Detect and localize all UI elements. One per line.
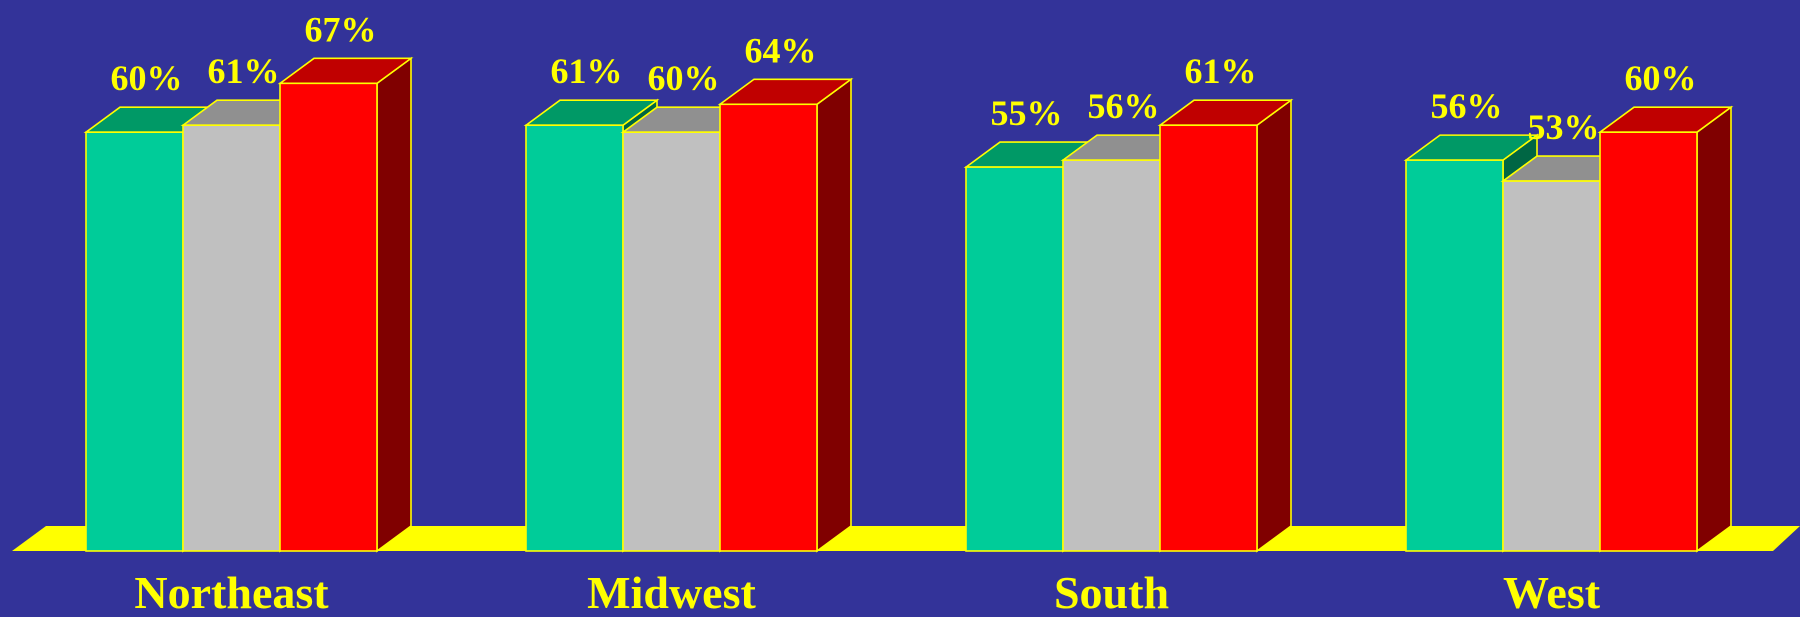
bar-side-face (376, 56, 412, 553)
bar-side-face (1256, 98, 1292, 553)
bar-front-face (525, 124, 624, 552)
data-label-northeast-series-2: 61% (208, 51, 280, 91)
bar-west-series-3 (1597, 105, 1734, 553)
category-label-west: West (1503, 567, 1601, 617)
bar-front-face (622, 131, 721, 552)
data-label-northeast-series-3: 67% (305, 9, 377, 49)
category-label-midwest: Midwest (587, 567, 756, 617)
data-label-south-series-2: 56% (1088, 86, 1160, 126)
bar-front-face (85, 131, 184, 552)
bar-front-face (719, 103, 818, 552)
category-label-south: South (1054, 567, 1169, 617)
bar-south-series-3 (1157, 98, 1294, 553)
category-label-northeast: Northeast (134, 567, 329, 617)
bar-side-face (1696, 105, 1732, 553)
bar-front-face (279, 82, 378, 552)
bar-front-face (1599, 131, 1698, 552)
data-label-midwest-series-3: 64% (745, 30, 817, 70)
bar-front-face (182, 124, 281, 552)
category-labels-layer: Northeast Midwest South West (134, 567, 1600, 617)
bar-midwest-series-3 (717, 77, 854, 553)
bar-front-face (1502, 180, 1601, 552)
data-label-midwest-series-1: 61% (551, 51, 623, 91)
bar-front-face (1062, 159, 1161, 552)
data-label-south-series-3: 61% (1185, 51, 1257, 91)
chart-floor (12, 526, 1800, 551)
bar-side-face (816, 77, 852, 553)
data-label-midwest-series-2: 60% (648, 58, 720, 98)
bar-front-face (1159, 124, 1258, 552)
data-label-northeast-series-1: 60% (111, 58, 183, 98)
data-label-west-series-3: 60% (1625, 58, 1697, 98)
data-label-west-series-2: 53% (1528, 107, 1600, 147)
bar-northeast-series-3 (277, 56, 414, 553)
bars-layer (83, 56, 1734, 553)
bar-front-face (1405, 159, 1504, 552)
value-labels-layer: 60% 61% 67% 61% 60% 64% 55% 56% 61% 56% 53% 60% (111, 9, 1697, 147)
data-label-west-series-1: 56% (1431, 86, 1503, 126)
data-label-south-series-1: 55% (991, 93, 1063, 133)
bar-front-face (965, 166, 1064, 552)
